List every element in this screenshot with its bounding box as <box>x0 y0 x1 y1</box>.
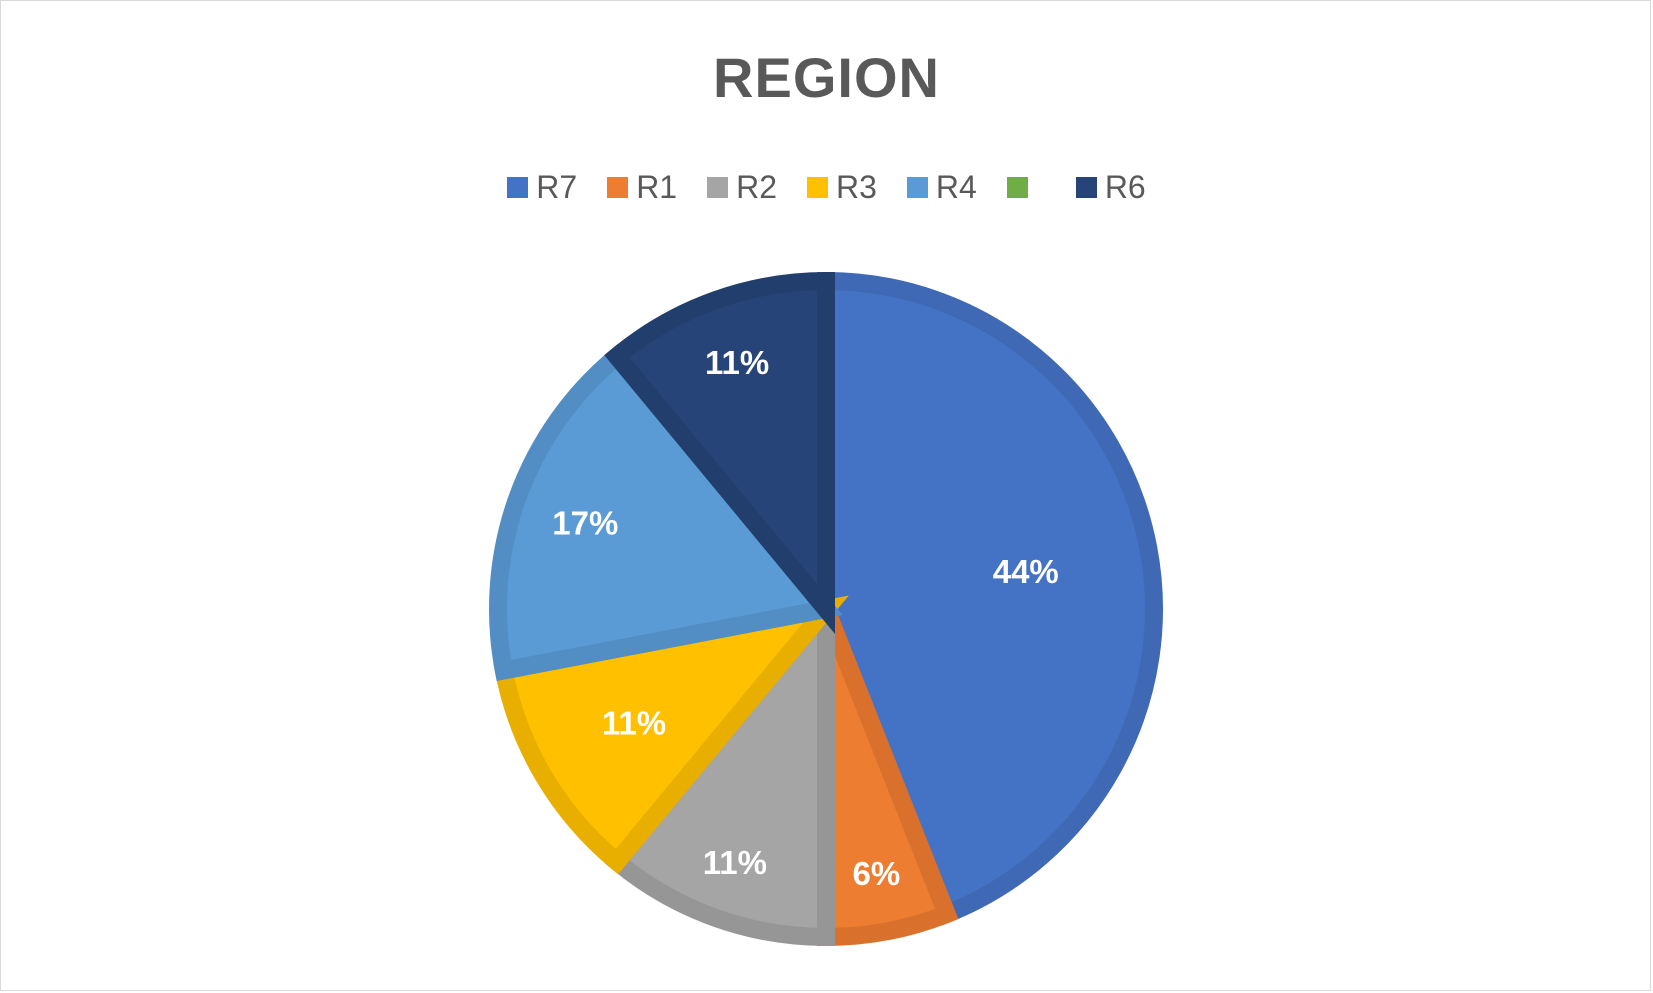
legend-label: R4 <box>935 169 977 205</box>
chart-title: REGION <box>713 46 940 109</box>
legend-label: R3 <box>836 169 877 205</box>
legend-swatch <box>1075 176 1097 198</box>
legend-item-unnamed[interactable] <box>1006 167 1046 207</box>
legend-item-r3[interactable]: R3 <box>807 167 877 207</box>
pie-slice-r7[interactable] <box>817 271 1163 926</box>
pie-slice-r4[interactable] <box>489 343 843 681</box>
pie-slice-r6[interactable] <box>604 271 835 634</box>
legend-swatch <box>507 176 529 198</box>
legend-swatch <box>1006 176 1028 198</box>
legend-label: R1 <box>636 169 678 205</box>
legend-swatch <box>906 176 928 198</box>
legend-label: R7 <box>536 169 578 205</box>
pie-slice-r2[interactable] <box>604 584 835 947</box>
legend-swatch <box>807 176 828 198</box>
pie-slice-r3[interactable] <box>493 595 849 875</box>
legend-item-r6[interactable]: R6 <box>1075 167 1146 207</box>
legend-item-r4[interactable]: R4 <box>906 167 977 207</box>
data-label-r3: 11% <box>602 705 666 742</box>
data-label-r2: 11% <box>703 844 767 881</box>
legend-item-r7[interactable]: R7 <box>507 167 577 207</box>
legend-swatch <box>707 176 729 198</box>
legend: R7 R1 R2 R3 R4 R6 <box>1 167 1652 207</box>
data-label-r7: 44% <box>993 553 1059 590</box>
legend-label: R2 <box>736 169 777 205</box>
data-label-r4: 17% <box>552 504 618 541</box>
legend-item-r1[interactable]: R1 <box>607 167 677 207</box>
legend-label: R6 <box>1104 169 1146 205</box>
legend-swatch <box>607 176 629 198</box>
legend-item-r2[interactable]: R2 <box>707 167 777 207</box>
data-label-r6: 11% <box>705 344 769 381</box>
data-label-r1: 6% <box>853 855 901 892</box>
